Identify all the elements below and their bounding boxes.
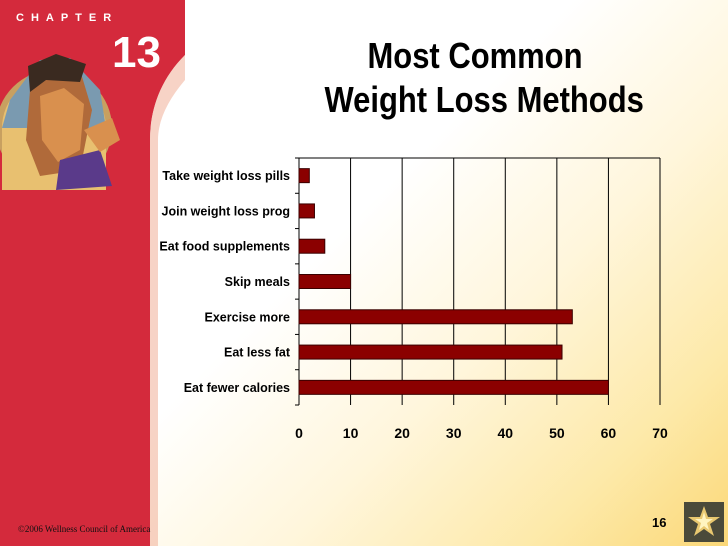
bar	[298, 203, 315, 219]
category-label: Eat fewer calories	[184, 381, 290, 395]
star-logo-icon	[684, 502, 724, 542]
bar	[298, 238, 326, 254]
bar	[298, 168, 310, 184]
title-line-2: Weight Loss Methods	[324, 79, 644, 120]
slide-title: Most Common Weight Loss Methods	[324, 34, 644, 122]
title-line-1: Most Common	[367, 35, 583, 76]
chart-grid	[295, 157, 661, 406]
category-labels: Take weight loss pills Join weight loss p…	[159, 169, 290, 395]
category-label: Eat less fat	[224, 346, 291, 360]
x-tick-label: 10	[343, 425, 359, 441]
category-label: Skip meals	[225, 275, 290, 289]
chapter-number: 13	[112, 28, 161, 77]
x-tick-label: 0	[295, 425, 303, 441]
bar	[298, 309, 573, 325]
x-tick-label: 50	[549, 425, 565, 441]
copyright-footer: ©2006 Wellness Council of America	[18, 524, 151, 534]
x-tick-label: 60	[601, 425, 617, 441]
page-number: 16	[652, 515, 667, 530]
bar	[298, 379, 609, 395]
chapter-label: CHAPTER	[16, 12, 119, 24]
x-tick-label: 30	[446, 425, 462, 441]
category-label: Join weight loss prog	[162, 204, 290, 218]
category-label: Eat food supplements	[159, 240, 290, 254]
x-tick-label: 40	[497, 425, 513, 441]
bar	[298, 344, 563, 360]
x-tick-label: 70	[652, 425, 668, 441]
category-label: Take weight loss pills	[162, 169, 290, 183]
x-tick-labels: 0 10 20 30 40 50 60 70	[295, 425, 668, 441]
bar	[298, 274, 352, 289]
chart-bars	[298, 168, 609, 395]
athlete-illustration	[0, 54, 120, 190]
x-tick-label: 20	[394, 425, 410, 441]
category-label: Exercise more	[205, 310, 291, 324]
chapter-banner	[0, 0, 185, 546]
